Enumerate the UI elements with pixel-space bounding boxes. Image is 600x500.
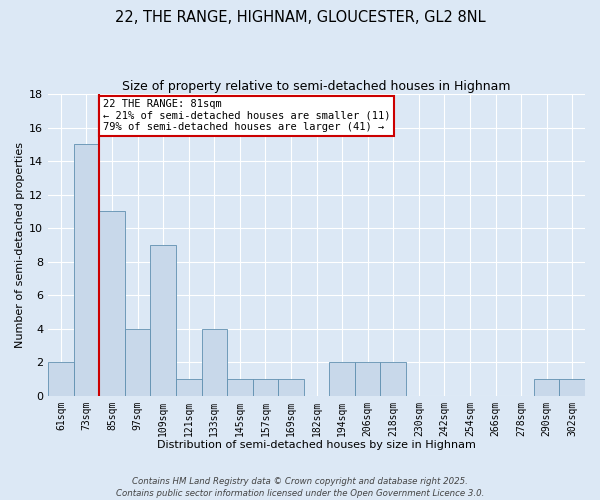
Bar — [202, 328, 227, 396]
Text: Contains HM Land Registry data © Crown copyright and database right 2025.
Contai: Contains HM Land Registry data © Crown c… — [116, 476, 484, 498]
Bar — [99, 212, 125, 396]
Bar — [329, 362, 355, 396]
Bar — [253, 379, 278, 396]
X-axis label: Distribution of semi-detached houses by size in Highnam: Distribution of semi-detached houses by … — [157, 440, 476, 450]
Bar — [176, 379, 202, 396]
Title: Size of property relative to semi-detached houses in Highnam: Size of property relative to semi-detach… — [122, 80, 511, 93]
Bar — [48, 362, 74, 396]
Bar — [125, 328, 151, 396]
Text: 22 THE RANGE: 81sqm
← 21% of semi-detached houses are smaller (11)
79% of semi-d: 22 THE RANGE: 81sqm ← 21% of semi-detach… — [103, 99, 391, 132]
Bar — [151, 245, 176, 396]
Text: 22, THE RANGE, HIGHNAM, GLOUCESTER, GL2 8NL: 22, THE RANGE, HIGHNAM, GLOUCESTER, GL2 … — [115, 10, 485, 25]
Bar — [534, 379, 559, 396]
Bar — [74, 144, 99, 396]
Bar — [227, 379, 253, 396]
Bar — [380, 362, 406, 396]
Bar — [278, 379, 304, 396]
Bar — [355, 362, 380, 396]
Bar — [559, 379, 585, 396]
Y-axis label: Number of semi-detached properties: Number of semi-detached properties — [15, 142, 25, 348]
